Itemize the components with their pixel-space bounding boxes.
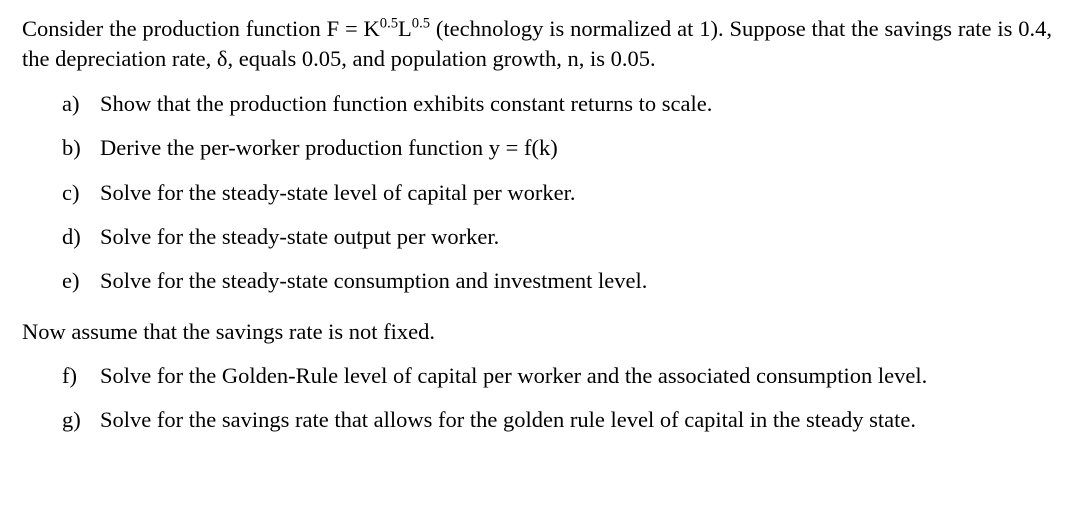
item-marker: d) [62,222,100,252]
intro-text-2: L [398,16,412,41]
list-item: c) Solve for the steady-state level of c… [62,178,1052,208]
list-item: b) Derive the per-worker production func… [62,133,1052,163]
item-marker: g) [62,405,100,435]
list-item: f) Solve for the Golden-Rule level of ca… [62,361,1052,391]
item-text: Solve for the steady-state output per wo… [100,222,499,252]
list-item: g) Solve for the savings rate that allow… [62,405,1052,435]
intro-text-1: Consider the production function F = K [22,16,380,41]
item-text: Solve for the steady-state consumption a… [100,266,647,296]
item-marker: a) [62,89,100,119]
item-marker: e) [62,266,100,296]
item-text: Solve for the savings rate that allows f… [100,405,916,435]
item-text: Show that the production function exhibi… [100,89,712,119]
list-item: d) Solve for the steady-state output per… [62,222,1052,252]
mid-paragraph: Now assume that the savings rate is not … [22,317,1052,347]
question-list-first: a) Show that the production function exh… [22,89,1052,297]
list-item: a) Show that the production function exh… [62,89,1052,119]
item-text: Derive the per-worker production functio… [100,133,558,163]
question-list-second: f) Solve for the Golden-Rule level of ca… [22,361,1052,436]
item-text: Solve for the steady-state level of capi… [100,178,575,208]
item-text: Solve for the Golden-Rule level of capit… [100,361,927,391]
item-marker: f) [62,361,100,391]
list-item: e) Solve for the steady-state consumptio… [62,266,1052,296]
item-marker: b) [62,133,100,163]
intro-exp-2: 0.5 [412,16,430,32]
problem-page: Consider the production function F = K0.… [0,0,1080,512]
intro-paragraph: Consider the production function F = K0.… [22,14,1052,75]
item-marker: c) [62,178,100,208]
intro-exp-1: 0.5 [380,16,398,32]
